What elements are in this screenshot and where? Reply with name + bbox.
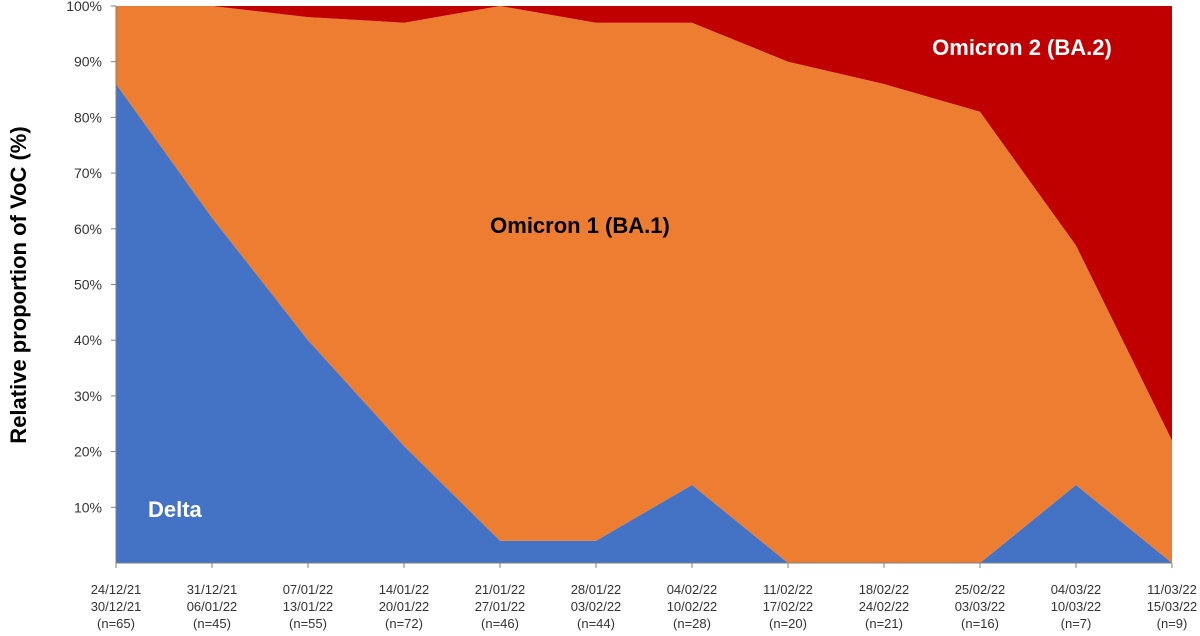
series-label-delta: Delta [148, 497, 203, 522]
x-tick-label: 15/03/22 [1147, 599, 1198, 614]
y-tick-label: 80% [74, 109, 102, 125]
x-tick-label: (n=16) [961, 616, 999, 631]
area-omicron-2-ba-2 [116, 6, 1172, 441]
series-label-omicron-1-ba-1: Omicron 1 (BA.1) [490, 213, 670, 238]
area-delta [116, 84, 1172, 563]
x-tick-label: (n=9) [1157, 616, 1188, 631]
series-labels: Delta Omicron 1 (BA.1) Omicron 2 (BA.2) [148, 35, 1112, 522]
x-tick-label: 10/02/22 [667, 599, 718, 614]
y-tick-label: 90% [74, 54, 102, 70]
x-tick-label: (n=46) [481, 616, 519, 631]
x-tick-label: 03/02/22 [571, 599, 622, 614]
y-tick-label: 10% [74, 499, 102, 515]
x-tick-label: 18/02/22 [859, 582, 910, 597]
area-omicron-1-ba-1 [116, 6, 1172, 563]
x-tick-label: 06/01/22 [187, 599, 238, 614]
y-tick-label: 50% [74, 277, 102, 293]
x-tick-label: 24/12/21 [91, 582, 142, 597]
x-tick-label: 03/03/22 [955, 599, 1006, 614]
x-tick-label: 07/01/22 [283, 582, 334, 597]
y-tick-label: 20% [74, 444, 102, 460]
stacked-areas [116, 6, 1172, 563]
x-tick-label: 11/02/22 [763, 582, 813, 597]
x-tick-label: 31/12/21 [187, 582, 238, 597]
x-tick-label: 04/02/22 [667, 582, 718, 597]
x-tick-label: 21/01/22 [475, 582, 526, 597]
x-tick-label: 11/03/22 [1147, 582, 1197, 597]
y-tick-labels: 10% 20% 30% 40% 50% 60% 70% 80% 90% 100% [66, 0, 116, 515]
x-tick-label: (n=28) [673, 616, 711, 631]
x-tick-label: 24/02/22 [859, 599, 910, 614]
x-tick-label: 04/03/22 [1051, 582, 1102, 597]
x-tick-label: (n=20) [769, 616, 807, 631]
x-tick-label: 27/01/22 [475, 599, 526, 614]
x-tick-labels: 24/12/21 30/12/21 (n=65) 31/12/21 06/01/22 (n… [91, 563, 1198, 631]
y-tick-label: 40% [74, 332, 102, 348]
y-tick-label: 60% [74, 221, 102, 237]
x-tick-label: 28/01/22 [571, 582, 622, 597]
x-tick-label: 13/01/22 [283, 599, 334, 614]
x-tick-label: (n=21) [865, 616, 903, 631]
y-tick-label: 70% [74, 165, 102, 181]
y-tick-label: 100% [66, 0, 102, 14]
x-tick-label: (n=44) [577, 616, 615, 631]
y-axis-label: Relative proportion of VoC (%) [6, 126, 31, 443]
x-tick-label: (n=72) [385, 616, 423, 631]
x-tick-label: 17/02/22 [763, 599, 814, 614]
x-tick-label: (n=45) [193, 616, 231, 631]
x-tick-label: (n=55) [289, 616, 327, 631]
x-tick-label: 25/02/22 [955, 582, 1006, 597]
x-tick-label: 30/12/21 [91, 599, 142, 614]
x-tick-label: (n=65) [97, 616, 135, 631]
y-tick-label: 30% [74, 388, 102, 404]
series-label-omicron-2-ba-2: Omicron 2 (BA.2) [932, 35, 1112, 60]
x-tick-label: 14/01/22 [379, 582, 430, 597]
x-tick-label: (n=7) [1061, 616, 1092, 631]
x-tick-label: 10/03/22 [1051, 599, 1102, 614]
x-tick-label: 20/01/22 [379, 599, 430, 614]
